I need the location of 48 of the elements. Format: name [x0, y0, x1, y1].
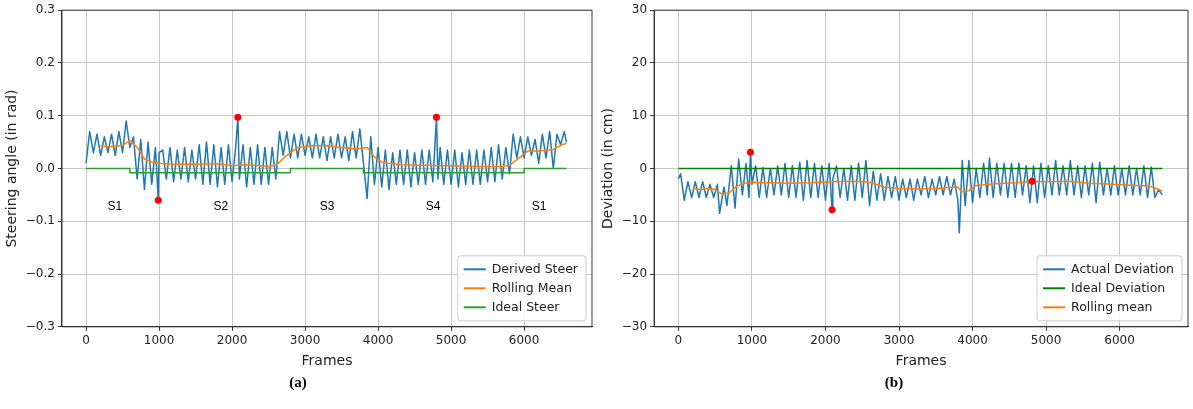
x-tick-label: 0	[82, 333, 90, 348]
legend-label: Rolling Mean	[491, 279, 572, 295]
x-tick-label: 5000	[1030, 333, 1062, 348]
annotation: S1	[107, 198, 123, 213]
text: (b)	[883, 374, 905, 391]
y-tick-label: −0.3	[25, 318, 55, 333]
x-tick-label: 2000	[810, 333, 841, 348]
text: (a)	[288, 374, 308, 391]
point	[828, 206, 836, 214]
x-tick-label: 4000	[362, 333, 394, 348]
y-tick-label: −0.1	[25, 213, 55, 228]
y-tick-label: 0.2	[35, 55, 55, 70]
y-tick-label: −10	[621, 213, 648, 228]
y-tick-label: −30	[621, 318, 648, 333]
x-tick-label: 1000	[736, 333, 768, 348]
x-axis-title: Frames	[301, 352, 353, 369]
y-tick-label: −20	[621, 266, 648, 281]
x-tick-label: 3000	[289, 333, 321, 348]
legend-label: Rolling mean	[1071, 298, 1153, 314]
y-tick-label: 30	[631, 2, 648, 17]
annotation: S1	[531, 198, 547, 213]
point	[1028, 177, 1036, 185]
y-tick-label: 20	[631, 55, 648, 70]
y-tick-label: 0.1	[35, 107, 55, 122]
annotation: S2	[213, 198, 229, 213]
x-tick-label: 1000	[143, 333, 175, 348]
x-tick-label: 0	[674, 333, 683, 348]
y-axis-title: Deviation (in cm)	[599, 108, 616, 229]
y-tick-label: 10	[631, 107, 648, 122]
x-tick-label: 2000	[216, 333, 248, 348]
y-tick-label: −0.2	[25, 266, 55, 281]
x-axis-title: Frames	[895, 352, 947, 369]
x-tick-label: 6000	[1104, 333, 1135, 348]
legend-label: Derived Steer	[491, 260, 579, 276]
point	[746, 148, 754, 156]
legend-label: Actual Deviation	[1071, 260, 1175, 276]
annotation: S4	[425, 198, 441, 213]
x-tick-label: 3000	[883, 333, 915, 348]
annotation: S3	[319, 198, 335, 213]
x-tick-label: 4000	[957, 333, 988, 348]
legend-label: Ideal Steer	[491, 298, 561, 314]
y-tick-label: 0.3	[35, 2, 55, 17]
y-axis-title: Steering angle (in rad)	[3, 89, 20, 248]
y-tick-label: 0	[639, 160, 648, 175]
x-tick-label: 5000	[435, 333, 467, 348]
y-tick-label: 0.0	[35, 160, 55, 175]
x-tick-label: 6000	[508, 333, 540, 348]
legend-label: Ideal Deviation	[1071, 279, 1166, 295]
